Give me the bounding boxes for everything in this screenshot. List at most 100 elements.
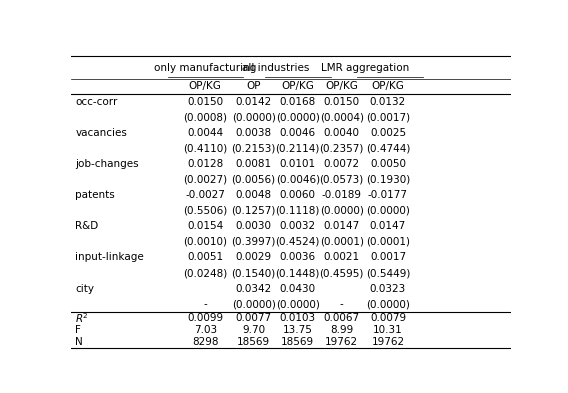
Text: 8298: 8298 (192, 337, 219, 347)
Text: job-changes: job-changes (76, 159, 139, 169)
Text: 10.31: 10.31 (373, 325, 403, 335)
Text: 0.0029: 0.0029 (236, 252, 272, 263)
Text: 0.0067: 0.0067 (324, 313, 360, 323)
Text: (0.0000): (0.0000) (320, 206, 364, 216)
Text: OP/KG: OP/KG (371, 81, 404, 92)
Text: (0.0000): (0.0000) (366, 206, 410, 216)
Text: F: F (76, 325, 81, 335)
Text: vacancies: vacancies (76, 128, 127, 138)
Text: 0.0103: 0.0103 (279, 313, 316, 323)
Text: (0.3997): (0.3997) (232, 237, 276, 247)
Text: -0.0189: -0.0189 (321, 190, 362, 200)
Text: 0.0060: 0.0060 (279, 190, 316, 200)
Text: 0.0050: 0.0050 (370, 159, 406, 169)
Text: (0.2114): (0.2114) (275, 143, 320, 154)
Text: 7.03: 7.03 (194, 325, 217, 335)
Text: 0.0342: 0.0342 (236, 284, 272, 294)
Text: (0.4524): (0.4524) (275, 237, 320, 247)
Text: 0.0168: 0.0168 (279, 97, 316, 107)
Text: input-linkage: input-linkage (76, 252, 144, 263)
Text: 13.75: 13.75 (283, 325, 312, 335)
Text: (0.1118): (0.1118) (275, 206, 320, 216)
Text: (0.0017): (0.0017) (366, 112, 410, 122)
Text: OP/KG: OP/KG (189, 81, 222, 92)
Text: (0.4744): (0.4744) (366, 143, 410, 154)
Text: 0.0036: 0.0036 (279, 252, 316, 263)
Text: 0.0079: 0.0079 (370, 313, 406, 323)
Text: 0.0072: 0.0072 (324, 159, 360, 169)
Text: 0.0147: 0.0147 (370, 221, 406, 231)
Text: N: N (76, 337, 83, 347)
Text: 9.70: 9.70 (242, 325, 265, 335)
Text: (0.4595): (0.4595) (320, 268, 364, 278)
Text: 0.0030: 0.0030 (236, 221, 272, 231)
Text: (0.0001): (0.0001) (366, 237, 410, 247)
Text: 0.0147: 0.0147 (324, 221, 360, 231)
Text: 8.99: 8.99 (330, 325, 353, 335)
Text: -: - (203, 299, 207, 309)
Text: 0.0077: 0.0077 (236, 313, 272, 323)
Text: (0.1257): (0.1257) (232, 206, 276, 216)
Text: -0.0027: -0.0027 (185, 190, 225, 200)
Text: all industries: all industries (242, 62, 310, 73)
Text: 0.0021: 0.0021 (324, 252, 360, 263)
Text: (0.0248): (0.0248) (183, 268, 227, 278)
Text: (0.0000): (0.0000) (232, 112, 275, 122)
Text: OP/KG: OP/KG (281, 81, 314, 92)
Text: (0.0001): (0.0001) (320, 237, 364, 247)
Text: (0.1540): (0.1540) (232, 268, 276, 278)
Text: patents: patents (76, 190, 115, 200)
Text: -: - (340, 299, 344, 309)
Text: 0.0132: 0.0132 (370, 97, 406, 107)
Text: $R^2$: $R^2$ (76, 311, 89, 325)
Text: 0.0040: 0.0040 (324, 128, 360, 138)
Text: 0.0154: 0.0154 (187, 221, 223, 231)
Text: (0.1930): (0.1930) (366, 174, 410, 185)
Text: (0.0046): (0.0046) (275, 174, 320, 185)
Text: (0.2153): (0.2153) (232, 143, 276, 154)
Text: (0.2357): (0.2357) (320, 143, 364, 154)
Text: 0.0044: 0.0044 (187, 128, 223, 138)
Text: 0.0025: 0.0025 (370, 128, 406, 138)
Text: 18569: 18569 (237, 337, 270, 347)
Text: (0.0573): (0.0573) (320, 174, 364, 185)
Text: R&D: R&D (76, 221, 99, 231)
Text: 0.0081: 0.0081 (236, 159, 272, 169)
Text: 19762: 19762 (325, 337, 358, 347)
Text: 0.0048: 0.0048 (236, 190, 272, 200)
Text: (0.0000): (0.0000) (366, 299, 410, 309)
Text: (0.0027): (0.0027) (183, 174, 227, 185)
Text: -0.0177: -0.0177 (368, 190, 408, 200)
Text: (0.0056): (0.0056) (232, 174, 275, 185)
Text: 0.0038: 0.0038 (236, 128, 272, 138)
Text: 0.0051: 0.0051 (187, 252, 223, 263)
Text: (0.0004): (0.0004) (320, 112, 364, 122)
Text: (0.5449): (0.5449) (366, 268, 410, 278)
Text: occ-corr: occ-corr (76, 97, 118, 107)
Text: 0.0101: 0.0101 (279, 159, 316, 169)
Text: 0.0150: 0.0150 (324, 97, 360, 107)
Text: OP: OP (247, 81, 261, 92)
Text: city: city (76, 284, 94, 294)
Text: 0.0323: 0.0323 (370, 284, 406, 294)
Text: (0.0008): (0.0008) (183, 112, 227, 122)
Text: OP/KG: OP/KG (325, 81, 358, 92)
Text: 0.0032: 0.0032 (279, 221, 316, 231)
Text: 0.0017: 0.0017 (370, 252, 406, 263)
Text: 0.0150: 0.0150 (187, 97, 223, 107)
Text: 0.0430: 0.0430 (279, 284, 316, 294)
Text: 0.0046: 0.0046 (279, 128, 316, 138)
Text: (0.0000): (0.0000) (232, 299, 275, 309)
Text: (0.0010): (0.0010) (183, 237, 227, 247)
Text: 18569: 18569 (281, 337, 314, 347)
Text: 0.0142: 0.0142 (236, 97, 272, 107)
Text: 0.0099: 0.0099 (187, 313, 223, 323)
Text: LMR aggregation: LMR aggregation (321, 62, 409, 73)
Text: only manufacturing: only manufacturing (154, 62, 256, 73)
Text: (0.0000): (0.0000) (276, 299, 320, 309)
Text: (0.5506): (0.5506) (183, 206, 227, 216)
Text: (0.4110): (0.4110) (183, 143, 227, 154)
Text: 0.0128: 0.0128 (187, 159, 223, 169)
Text: (0.0000): (0.0000) (276, 112, 320, 122)
Text: 19762: 19762 (371, 337, 404, 347)
